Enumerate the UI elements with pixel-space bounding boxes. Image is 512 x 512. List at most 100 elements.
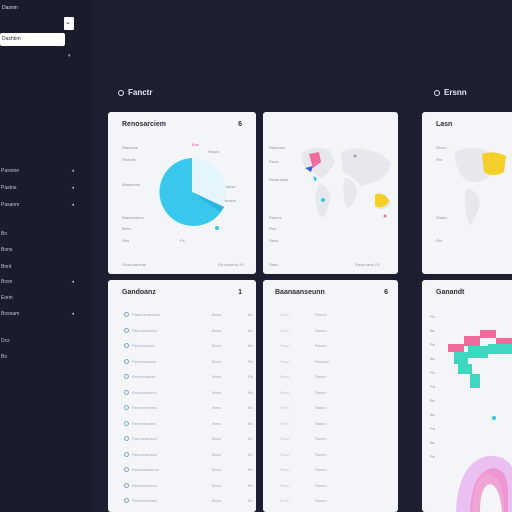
list-item[interactable]: Rentnrmaans Bnns Bn [108, 417, 256, 431]
sidebar-item[interactable]: Pastne ◂ [0, 184, 78, 194]
item-name: Renoanansns [132, 327, 157, 333]
item-value: Rasnn [315, 436, 327, 441]
sidebar-item[interactable]: Bosnam ◂ [0, 310, 78, 320]
map-region-pink [309, 152, 321, 168]
item-name: Rentnrmaans [132, 420, 157, 426]
list-item[interactable]: Rosn Rasnn [263, 339, 398, 353]
card-title: Baanaanseunn [275, 289, 325, 296]
list-item[interactable]: Rosn Reasnn [263, 355, 398, 369]
card-menu-button[interactable]: 1 [238, 289, 242, 296]
sidebar-item[interactable]: Eorin [0, 294, 78, 304]
list-item[interactable]: Rensnnansss Bnns Rn [108, 355, 256, 369]
list-item[interactable]: Renosnnenns Bnns Bn [108, 401, 256, 415]
card-menu-button[interactable]: 6 [238, 121, 242, 128]
item-value: Rosn [280, 451, 290, 457]
axis-tick-label: Ps [430, 342, 435, 347]
list-item[interactable]: Renoanansns Bnns Bn [108, 448, 256, 462]
list-item[interactable]: Rosn Rasnn [263, 386, 398, 400]
map-region-cyan [313, 176, 317, 182]
list-item[interactable]: Ronsnnansnn Bnns Bn [108, 386, 256, 400]
list-item[interactable]: Renpnnanss Bnns Bn [108, 339, 256, 353]
circle-icon [118, 90, 124, 96]
chevron-down-icon: ⌄ [65, 19, 71, 26]
sidebar-item-label: Pastne [1, 185, 17, 191]
item-name: Renoanansns [132, 451, 157, 457]
item-value: Bn [248, 405, 253, 410]
sidebar-item[interactable]: Pasanm ◂ [0, 201, 78, 211]
axis-tick-label: Ps [430, 370, 435, 375]
sidebar-item[interactable]: Dcs [0, 337, 78, 347]
item-name: Rasenenanmns [132, 312, 161, 317]
item-icon [124, 436, 129, 441]
sidebar-item-label: Pasanm [1, 202, 20, 208]
item-value: Rosn [280, 389, 290, 395]
item-value: Rosn [280, 327, 290, 333]
chevron-down-icon[interactable]: ▾ [68, 53, 71, 59]
item-icon [124, 358, 129, 364]
chart-card-3: Ganandt Ps Bs Ps Bs Ps Pa Bs Bs Pa Bs Ps [422, 280, 512, 512]
list-item[interactable]: Rosn Rasnn [263, 463, 398, 477]
item-value: Rasnn [315, 343, 327, 348]
item-value: Bn [248, 343, 253, 348]
axis-tick-label: Bs [430, 356, 435, 361]
list-item[interactable]: Rosn Rasnn [263, 417, 398, 431]
item-value: Bnns [212, 498, 222, 503]
sidebar-item[interactable]: Bnnt [0, 263, 78, 273]
item-value: Bn [248, 498, 253, 503]
sidebar-item[interactable]: Bo [0, 230, 78, 240]
list-item[interactable]: Rnensmanss Bnns Rn [108, 370, 256, 384]
item-value: Rosn [280, 343, 290, 348]
map-label: Raam [436, 215, 447, 220]
sidebar-item[interactable]: Bosn ◂ [0, 278, 78, 288]
item-value: Bn [248, 327, 253, 333]
item-value: Bnns [212, 420, 222, 426]
list-item[interactable]: Ransanaeanns Bnns Bn [108, 463, 256, 477]
sidebar-item[interactable]: Bo [0, 353, 78, 363]
card-menu-button[interactable]: 6 [384, 289, 388, 296]
item-name: Rensnnansss [132, 358, 157, 364]
map-label: Reom [436, 145, 447, 150]
list-item[interactable]: Rosn Rasnn [263, 479, 398, 493]
item-value: Rosn [280, 498, 290, 503]
list-item[interactable]: Rensannsnns Bnns Bn [108, 479, 256, 493]
pie-slice-main [159, 158, 224, 226]
item-icon [124, 327, 129, 333]
list-item[interactable]: Rosn Rasnn [263, 401, 398, 415]
card-footer-left: Rasn [269, 262, 279, 267]
sidebar-item-active[interactable]: Dashbm [0, 33, 65, 46]
decorative-graphic [448, 330, 512, 512]
list-item[interactable]: Rnsn Reonn [263, 308, 398, 322]
item-value: Rasnn [315, 498, 327, 503]
legend-label: Bens [122, 226, 132, 231]
item-icon [124, 498, 129, 503]
sidebar-brand: Dasnm [2, 5, 18, 11]
list-item[interactable]: Rosn Rasnn [263, 448, 398, 462]
item-value: Rosn [280, 482, 290, 488]
map-card-2: Lasn Reom Rrs Raam Rrs [422, 112, 512, 274]
map-region-yellow [375, 193, 389, 208]
item-value: Bnns [212, 343, 222, 348]
list-item[interactable]: Rosn Rasnn [263, 494, 398, 508]
list-item[interactable]: Rosn Rasnn [263, 324, 398, 338]
list-item[interactable]: Renoanansns Bons Bn [108, 324, 256, 338]
list-item[interactable]: Rasenenanmns Bons Bn [108, 308, 256, 322]
sidebar-item-label: Dashbm [2, 36, 21, 42]
sidebar-item[interactable]: Pasnine ◂ [0, 167, 78, 177]
sidebar-item-label: Bosnam [1, 311, 20, 317]
item-value: Rosn [280, 405, 290, 410]
axis-tick-label: Bs [430, 398, 435, 403]
item-name: Rnensmanss [132, 374, 156, 379]
workspace-select[interactable]: ⌄ [64, 17, 74, 30]
list-item[interactable]: Rnesnnnrnsm Bnns Bn [108, 494, 256, 508]
list-item[interactable]: Ranoanansnn Bnns Bn [108, 432, 256, 446]
list-item[interactable]: Rosn Rasnn [263, 432, 398, 446]
sidebar-item[interactable]: Bons [0, 246, 78, 256]
section-title-text: Ersnn [444, 88, 467, 97]
item-icon [124, 343, 129, 348]
item-icon [124, 405, 129, 410]
list-item[interactable]: Rosn Rasnn [263, 370, 398, 384]
item-icon [124, 420, 129, 426]
sidebar-item-label: Bosn [1, 279, 13, 285]
item-value: Rasnn [315, 482, 327, 488]
pie-card: Renosarciem 6 Raesnns Reanns Bansnnns Ra… [108, 112, 256, 274]
